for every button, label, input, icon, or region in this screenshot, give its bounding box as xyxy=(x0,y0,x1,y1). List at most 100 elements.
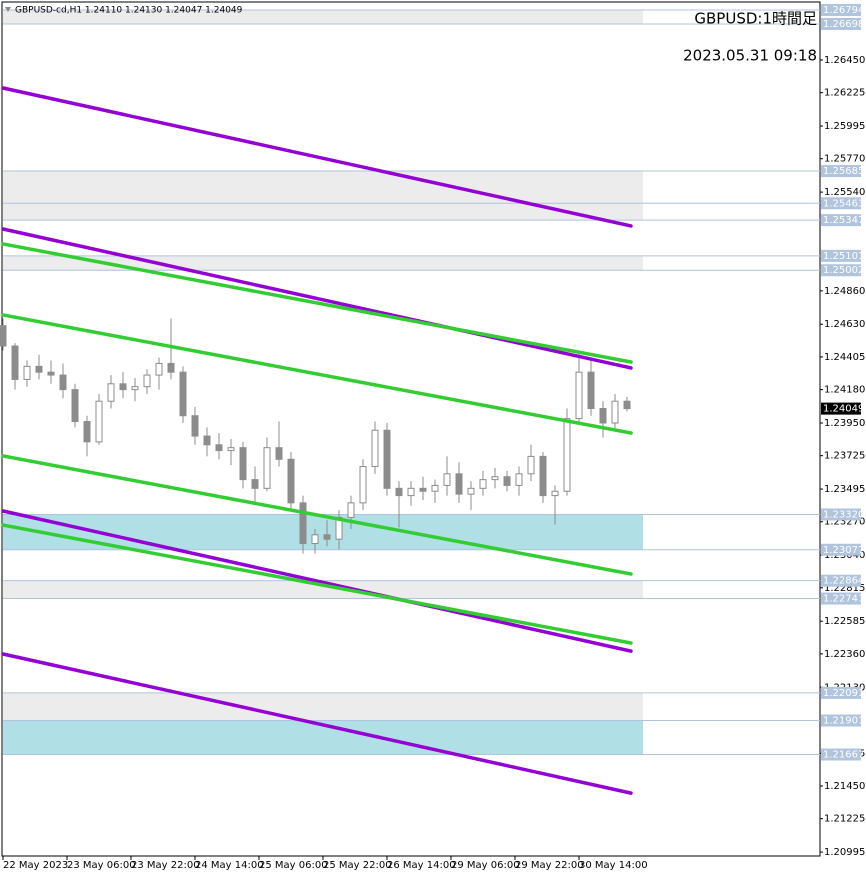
candle-body xyxy=(239,447,247,481)
zone xyxy=(3,255,643,271)
trend-line xyxy=(1,242,633,364)
candle-body xyxy=(119,383,127,391)
level-label-bg xyxy=(821,714,861,727)
level-label-bg xyxy=(821,214,861,227)
level-label-bg xyxy=(821,543,861,556)
candle-body xyxy=(491,476,499,481)
candle-body xyxy=(383,429,391,489)
candle-body xyxy=(539,455,547,497)
y-tick-label: 1.23725 xyxy=(824,451,865,462)
candle-body xyxy=(311,534,319,545)
candle-body xyxy=(35,365,43,373)
trend-line xyxy=(1,313,633,435)
y-tick-label: 1.22360 xyxy=(824,649,865,660)
y-tick-label: 1.25995 xyxy=(824,121,865,132)
candle-body xyxy=(563,418,571,492)
level-label-bg xyxy=(821,249,861,262)
price-axis: 1.26450 1.26225 1.25995 1.25770 1.25540 1.248… xyxy=(820,4,865,858)
candle-body xyxy=(263,447,271,489)
x-tick-label: 26 May 14:00 xyxy=(387,860,456,871)
level-label-bg xyxy=(821,748,861,761)
candle-body xyxy=(203,435,211,446)
candle-body xyxy=(503,476,511,486)
trend-line xyxy=(1,454,633,576)
candle-body xyxy=(551,490,559,497)
y-tick-label: 1.24630 xyxy=(824,319,865,330)
zone xyxy=(3,580,643,599)
level-label-bg xyxy=(821,508,861,521)
candle-body xyxy=(347,502,355,518)
level-label-bg xyxy=(821,165,861,178)
current-price-label: 1.24049 xyxy=(823,404,864,415)
level-label: 1.23320 xyxy=(823,509,864,520)
candle-body xyxy=(59,374,67,391)
candle-body xyxy=(23,365,31,380)
level-label: 1.25685 xyxy=(823,166,864,177)
level-label: 1.23077 xyxy=(823,545,864,556)
level-label: 1.26698 xyxy=(823,19,864,30)
candle-body xyxy=(191,415,199,437)
candle-body xyxy=(299,502,307,545)
x-tick-label: 23 May 22:00 xyxy=(131,860,200,871)
candle-body xyxy=(527,455,535,475)
level-label-bg xyxy=(821,197,861,210)
y-tick-label: 1.26225 xyxy=(824,88,865,99)
y-tick-label: 1.25540 xyxy=(824,187,865,198)
plot-area xyxy=(0,9,820,795)
chart-subtitle: 2023.05.31 09:18 xyxy=(683,47,817,65)
level-label: 1.25101 xyxy=(823,251,864,262)
y-tick-label: 1.22815 xyxy=(824,583,865,594)
y-tick-label: 1.20995 xyxy=(824,847,865,858)
candle-body xyxy=(407,487,415,497)
candle-body xyxy=(467,487,475,495)
candle-body xyxy=(455,473,463,495)
candle-body xyxy=(479,479,487,489)
candle-body xyxy=(179,371,187,417)
level-label: 1.25002 xyxy=(823,265,864,276)
candle-body xyxy=(575,371,583,420)
candle-body xyxy=(275,447,283,460)
candle-body xyxy=(599,407,607,424)
level-label: 1.22741 xyxy=(823,594,864,605)
x-tick-label: 23 May 06:00 xyxy=(67,860,136,871)
current-price-bg xyxy=(821,402,861,415)
candle-body xyxy=(47,371,55,376)
level-label-bg xyxy=(821,4,861,17)
header: GBPUSD-cd,H1 1.24110 1.24130 1.24047 1.2… xyxy=(15,6,243,16)
y-tick-label: 1.21450 xyxy=(824,781,865,792)
zone xyxy=(3,171,643,221)
candle-body xyxy=(143,374,151,388)
candle-body xyxy=(395,487,403,497)
y-tick-label: 1.23270 xyxy=(824,517,865,528)
level-label-bg xyxy=(821,686,861,699)
candle-body xyxy=(0,325,7,347)
y-tick-label: 1.26450 xyxy=(824,55,865,66)
header-icon xyxy=(5,7,11,12)
chart-title: GBPUSD:1時間足 xyxy=(694,10,817,28)
zone xyxy=(3,10,643,24)
candle-body xyxy=(611,400,619,424)
candle-body xyxy=(167,362,175,373)
level-label: 1.26794 xyxy=(823,5,864,16)
candle-body xyxy=(107,383,115,402)
candle-body xyxy=(227,447,235,452)
y-tick-label: 1.24860 xyxy=(824,286,865,297)
x-tick-label: 29 May 06:00 xyxy=(451,860,520,871)
level-label: 1.25347 xyxy=(823,215,864,226)
x-tick-label: 24 May 14:00 xyxy=(195,860,264,871)
level-label: 1.21667 xyxy=(823,749,864,760)
candle-body xyxy=(587,371,595,409)
level-label-bg xyxy=(821,574,861,587)
candle-body xyxy=(83,421,91,443)
y-tick-label: 1.24180 xyxy=(824,385,865,396)
x-tick-label: 25 May 22:00 xyxy=(323,860,392,871)
x-tick-label: 22 May 2023 xyxy=(3,860,68,871)
candle-body xyxy=(443,473,451,486)
level-label: 1.21901 xyxy=(823,716,864,727)
trend-line xyxy=(1,227,633,370)
x-tick-label: 25 May 06:00 xyxy=(259,860,328,871)
candle-body xyxy=(287,458,295,504)
zone xyxy=(3,692,643,721)
candle-body xyxy=(359,466,367,504)
level-label: 1.22864 xyxy=(823,576,864,587)
